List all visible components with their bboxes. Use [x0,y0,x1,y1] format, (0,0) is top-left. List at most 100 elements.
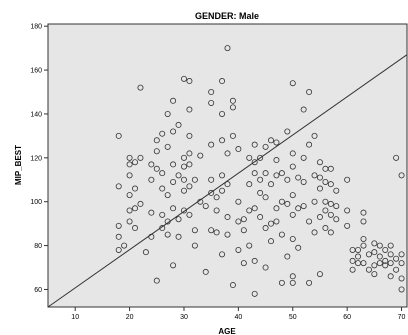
scatter-point [115,222,122,229]
scatter-point [137,154,144,161]
scatter-point [284,176,291,183]
scatter-point [175,172,182,179]
scatter-point [164,110,171,117]
scatter-point [251,141,258,148]
scatter-point [355,246,362,253]
scatter-point [246,181,253,188]
scatter-point [235,246,242,253]
scatter-point [322,207,329,214]
scatter-point [257,189,264,196]
scatter-point [316,159,323,166]
scatter-point [246,207,253,214]
scatter-point [371,240,378,247]
scatter-point [235,198,242,205]
scatter-point [251,290,258,297]
scatter-point [246,242,253,249]
scatter-point [164,192,171,199]
data-points [115,45,405,297]
scatter-point [273,218,280,225]
scatter-point [186,161,193,168]
scatter-point [208,227,215,234]
scatter-point [387,242,394,249]
scatter-point [175,233,182,240]
scatter-point [219,172,226,179]
scatter-point [278,170,285,177]
scatter-point [360,218,367,225]
scatter-point [257,214,264,221]
scatter-point [360,209,367,216]
scatter-point [126,192,133,199]
scatter-point [327,211,334,218]
scatter-point [382,257,389,264]
scatter-point [251,159,258,166]
scatter-point [300,203,307,210]
scatter-point [289,80,296,87]
scatter-point [115,233,122,240]
scatter-point [251,170,258,177]
scatter-point [164,218,171,225]
scatter-point [148,176,155,183]
scatter-point [365,266,372,273]
scatter-point [295,244,302,251]
scatter-point [142,249,149,256]
scatter-point [170,161,177,168]
scatter-point [159,170,166,177]
scatter-point [213,207,220,214]
scatter-point [186,150,193,157]
scatter-point [148,161,155,168]
scatter-point [132,205,139,212]
scatter-point [126,161,133,168]
scatter-point [284,253,291,260]
scatter-point [213,194,220,201]
scatter-point [186,106,193,113]
scatter-point [393,255,400,262]
scatter-point [327,165,334,172]
scatter-point [322,225,329,232]
scatter-point [219,187,226,194]
scatter-point [360,242,367,249]
scatter-point [393,266,400,273]
scatter-point [344,207,351,214]
scatter-point [186,132,193,139]
y-tick-label-140: 140 [30,111,42,118]
scatter-point [300,154,307,161]
scatter-point [153,165,160,172]
chart-title: GENDER: Male [195,11,259,21]
scatter-point [224,181,231,188]
scatter-point [132,225,139,232]
scatter-point [316,185,323,192]
scatter-point [306,279,313,286]
scatter-point [289,211,296,218]
scatter-point [175,216,182,223]
scatter-point [322,198,329,205]
scatter-point [229,97,236,104]
scatter-point [170,178,177,185]
scatter-point [289,235,296,242]
scatter-point [219,251,226,258]
scatter-point [246,154,253,161]
y-tick-label-80: 80 [34,243,42,250]
scatter-point [164,143,171,150]
scatter-point [316,214,323,221]
scatter-point [213,229,220,236]
y-tick-label-60: 60 [34,287,42,294]
scatter-point [132,159,139,166]
scatter-point [289,192,296,199]
scatter-point [159,185,166,192]
x-axis-label: AGE [218,327,236,335]
scatter-point [268,238,275,245]
scatter-point [278,198,285,205]
scatter-point [295,174,302,181]
scatter-point [208,189,215,196]
scatter-point [371,249,378,256]
scatter-point [257,154,264,161]
scatter-point [126,154,133,161]
scatter-point [219,110,226,117]
x-tick-label-10: 10 [71,314,79,321]
scatter-point [208,141,215,148]
scatter-point [262,264,269,271]
scatter-point [273,205,280,212]
scatter-point [180,207,187,214]
scatter-point [219,78,226,85]
scatter-point [295,205,302,212]
